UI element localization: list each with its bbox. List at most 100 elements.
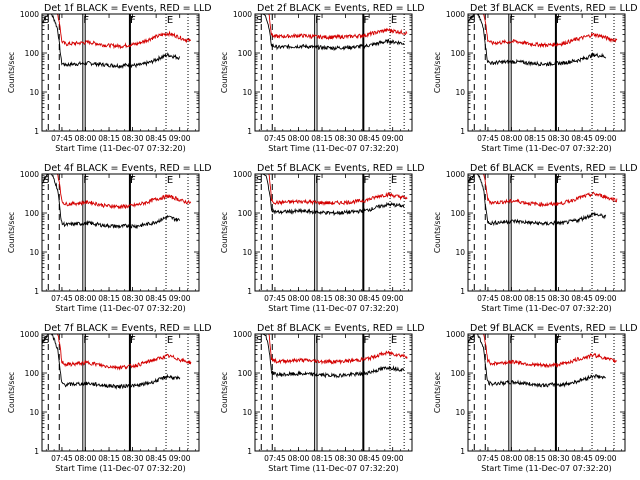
marker-label-e: E [391,175,397,186]
series-events-line [42,334,181,390]
y-axis-label: Counts/sec [7,52,16,93]
x-tick-label: 08:30 [335,454,357,463]
marker-label-f: F [315,175,321,186]
marker-label-s: S [256,15,262,26]
marker-label-f: F [130,175,136,186]
x-tick-label: 08:30 [548,134,570,143]
x-tick-label: 09:00 [169,294,191,303]
marker-label-s: S [256,335,262,346]
y-tick-label: 10 [455,88,465,97]
marker-label-f: F [509,15,515,26]
series-lld-line [42,14,191,50]
marker-label-f: F [315,335,321,346]
series-lld-line [255,14,408,41]
marker-label-e: E [593,335,599,346]
series-lld-line [468,334,618,369]
x-tick-label: 08:15 [524,454,546,463]
marker-label-s: S [469,175,475,186]
marker-label-f: F [556,175,562,186]
x-tick-label: 08:45 [571,454,593,463]
series-events-line [468,334,606,388]
y-axis-label: Counts/sec [220,372,229,413]
plot-area [468,14,618,131]
x-tick-label: 09:00 [169,134,191,143]
x-axis-label: Start Time (11-Dec-07 07:32:20) [481,144,612,153]
marker-label-e: E [391,335,397,346]
x-tick-label: 08:15 [98,294,120,303]
y-tick-label: 1000 [20,10,39,19]
y-tick-label: 1 [460,127,465,136]
y-tick-label: 1 [247,447,252,456]
y-tick-label: 10 [29,88,39,97]
y-tick-label: 1 [460,447,465,456]
panel-title: Det 5f BLACK = Events, RED = LLD [257,163,425,174]
x-tick-label: 08:00 [75,454,97,463]
marker-label-s: S [43,335,49,346]
x-tick-label: 08:30 [335,134,357,143]
series-lld-line [42,334,192,371]
series-lld-line [42,174,192,210]
plot-frame [467,173,626,292]
series-lld-line [255,174,408,206]
panel-title: Det 4f BLACK = Events, RED = LLD [44,163,212,174]
plot-area [468,334,618,451]
x-tick-label: 08:00 [501,454,523,463]
marker-label-e: E [167,175,173,186]
y-tick-label: 1000 [233,330,252,339]
y-tick-label: 1 [34,447,39,456]
x-tick-label: 08:30 [548,454,570,463]
plot-area [255,14,408,131]
y-axis-label: Counts/sec [433,52,442,93]
x-tick-label: 07:45 [477,454,499,463]
x-tick-label: 08:45 [145,454,167,463]
panel-title: Det 6f BLACK = Events, RED = LLD [470,163,638,174]
x-tick-label: 08:45 [571,134,593,143]
detector-panel-8: Det 8f BLACK = Events, RED = LLD Counts/s… [220,323,425,473]
y-axis-label: Counts/sec [7,372,16,413]
marker-label-f: F [83,15,89,26]
x-tick-label: 09:00 [169,454,191,463]
x-axis-label: Start Time (11-Dec-07 07:32:20) [268,304,399,313]
y-tick-label: 1000 [233,10,252,19]
marker-label-s: S [469,15,475,26]
x-tick-label: 08:30 [335,294,357,303]
marker-label-f: F [509,175,515,186]
x-tick-label: 07:45 [51,454,73,463]
plot-area [42,14,191,131]
detector-panel-6: Det 6f BLACK = Events, RED = LLD Counts/s… [433,163,638,313]
x-tick-label: 08:00 [501,134,523,143]
marker-label-f: F [363,15,369,26]
y-tick-label: 1000 [233,170,252,179]
marker-label-e: E [593,175,599,186]
series-events-line [42,174,181,230]
y-axis-label: Counts/sec [433,212,442,253]
x-tick-label: 08:45 [145,134,167,143]
y-tick-label: 10 [455,248,465,257]
series-lld-line [468,14,618,49]
panel-title: Det 9f BLACK = Events, RED = LLD [470,323,638,334]
marker-label-e: E [391,15,397,26]
series-lld-line [255,334,408,365]
x-tick-label: 08:30 [122,134,144,143]
plot-area [42,334,192,451]
y-tick-label: 1 [460,287,465,296]
y-tick-label: 100 [451,49,466,58]
series-events-line [255,14,405,52]
x-tick-label: 09:00 [595,134,617,143]
x-tick-label: 08:00 [288,294,310,303]
detector-panel-2: Det 2f BLACK = Events, RED = LLD Counts/s… [220,3,425,153]
marker-label-f: F [363,175,369,186]
x-tick-label: 08:30 [122,294,144,303]
x-tick-label: 07:45 [264,294,286,303]
x-tick-label: 08:30 [122,454,144,463]
x-tick-label: 09:00 [595,454,617,463]
x-tick-label: 09:00 [595,294,617,303]
x-tick-label: 08:45 [358,294,380,303]
plot-area [468,174,618,291]
x-tick-label: 08:00 [288,134,310,143]
plot-frame [467,13,626,132]
x-axis-label: Start Time (11-Dec-07 07:32:20) [481,304,612,313]
x-tick-label: 08:45 [145,294,167,303]
series-events-line [42,14,181,70]
